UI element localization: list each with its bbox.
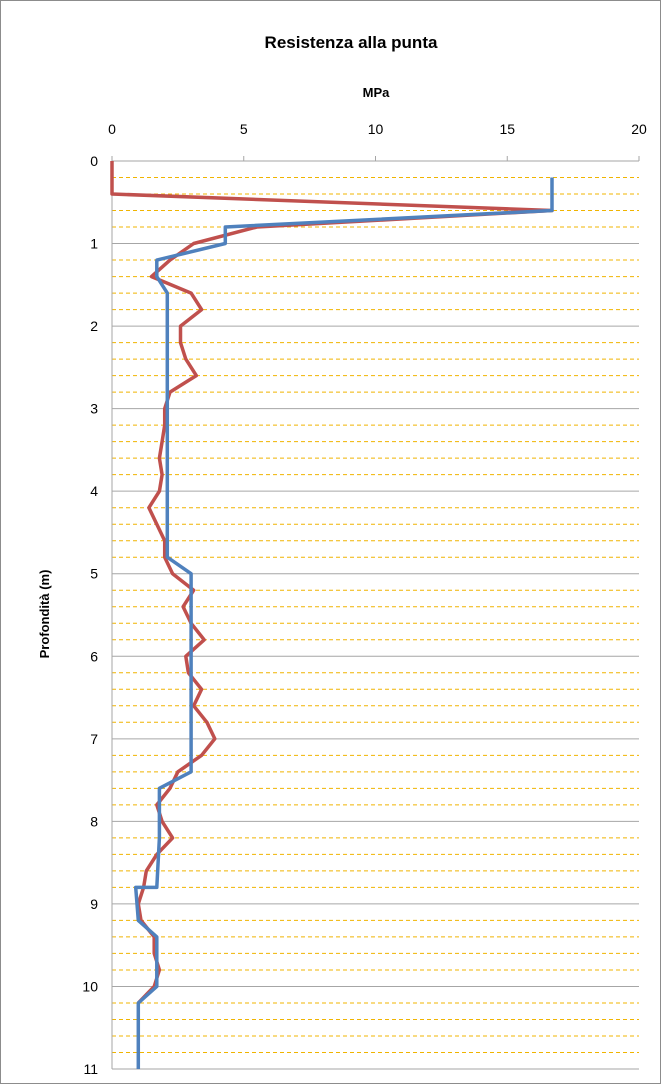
major-gridlines [111,156,640,1070]
x-tick-labels: 0 5 10 15 20 [108,121,647,137]
y-tick-label: 1 [90,236,98,252]
y-tick-label: 3 [90,401,98,417]
chart-title: Resistenza alla punta [265,33,438,52]
series-layer [110,161,554,1069]
y-tick-label: 2 [90,318,98,334]
x-tick-label: 5 [240,121,248,137]
x-axis-title: MPa [363,85,391,100]
y-tick-label: 7 [90,731,98,747]
y-tick-label: 5 [90,566,98,582]
red-series-line [110,161,554,1005]
y-tick-label: 4 [90,483,98,499]
y-tick-label: 10 [82,978,98,994]
y-tick-label: 8 [90,813,98,829]
x-tick-label: 10 [368,121,384,137]
minor-gridlines [112,177,639,1053]
x-tick-label: 20 [631,121,647,137]
y-tick-label: 11 [83,1061,98,1077]
y-axis-title: Profondità (m) [37,570,52,659]
y-tick-label: 6 [90,648,98,664]
x-tick-label: 15 [499,121,515,137]
y-tick-labels: 0 1 2 3 4 5 6 7 8 9 10 11 [82,153,98,1077]
blue-series-line [133,177,554,1069]
y-tick-label: 0 [90,153,98,169]
x-tick-label: 0 [108,121,116,137]
y-tick-label: 9 [90,896,98,912]
